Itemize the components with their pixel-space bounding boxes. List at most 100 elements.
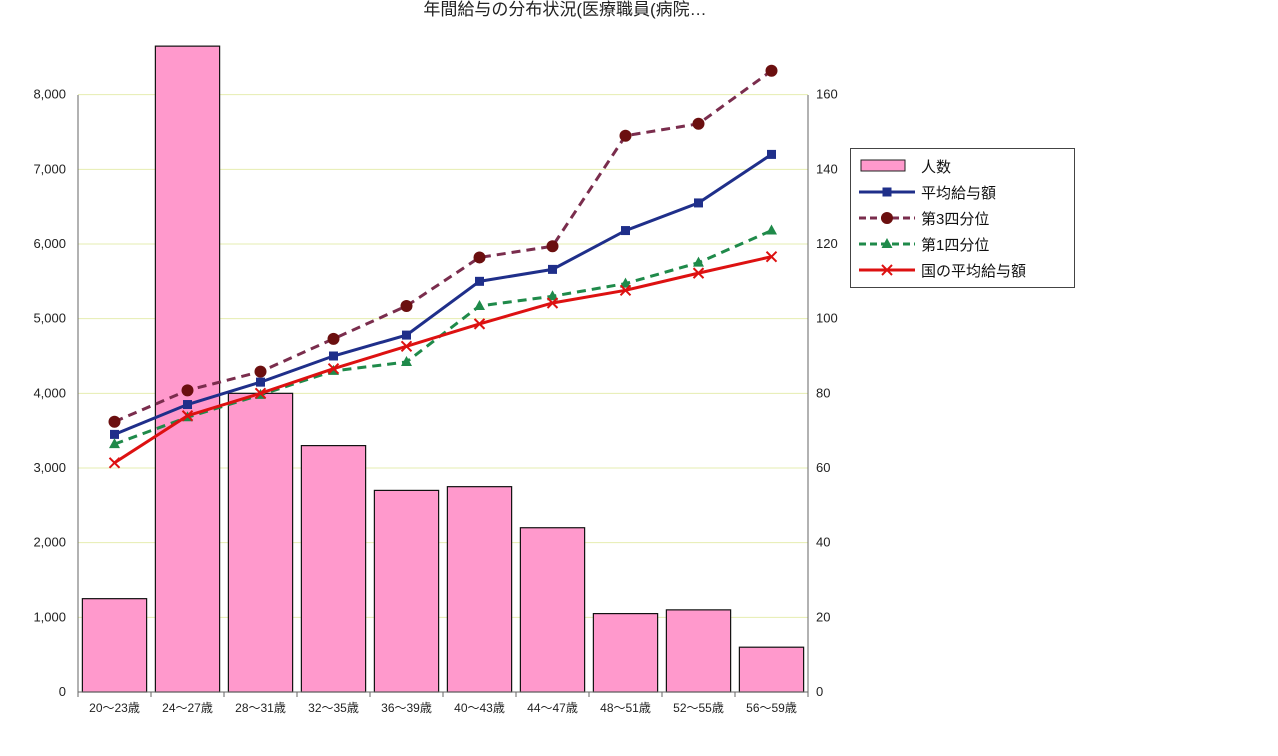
- series-point: [110, 429, 119, 439]
- legend-item-series-0: 平均給与額: [857, 179, 1068, 205]
- series-point: [329, 351, 338, 361]
- bar: [738, 646, 805, 693]
- right-tick-label: 40: [816, 535, 830, 550]
- right-tick-label: 20: [816, 609, 830, 624]
- series-point: [692, 267, 705, 279]
- legend-item-series-1: 第3四分位: [857, 205, 1068, 231]
- left-tick-label: 5,000: [33, 311, 66, 326]
- series-point: [765, 250, 778, 263]
- left-tick-label: 6,000: [33, 236, 66, 251]
- series-point: [474, 299, 485, 310]
- series-line: [113, 153, 773, 436]
- axis-layer: [77, 95, 809, 697]
- series-point: [400, 299, 413, 312]
- legend-bar-label: 人数: [921, 158, 952, 176]
- legend-item-series-2: 第1四分位: [857, 231, 1068, 257]
- series-point: [181, 410, 194, 422]
- series-point: [619, 284, 632, 297]
- series-point: [402, 330, 411, 340]
- series-point: [767, 149, 776, 159]
- legend-marker: [881, 238, 893, 248]
- series-point: [766, 224, 777, 235]
- bar-layer: [81, 45, 805, 693]
- left-tick-label: 0: [59, 684, 66, 699]
- legend-series-0-label: 平均給与額: [921, 184, 997, 202]
- x-category-label: 28～31歳: [235, 701, 286, 715]
- series-point: [401, 355, 412, 366]
- legend-series-1-swatch: [859, 212, 915, 224]
- left-tick-label: 2,000: [33, 535, 66, 550]
- bar: [592, 612, 659, 693]
- x-category-label: 52～55歳: [673, 701, 724, 715]
- left-tick-label: 7,000: [33, 161, 66, 176]
- x-category-label: 48～51歳: [600, 701, 651, 715]
- legend-item-bar: 人数: [857, 153, 1068, 179]
- series-point: [621, 226, 630, 236]
- right-tick-label: 80: [816, 385, 830, 400]
- series-point: [620, 277, 631, 288]
- series-point: [254, 365, 267, 378]
- series-point: [547, 290, 558, 301]
- series-point: [183, 400, 192, 410]
- legend-marker: [882, 187, 892, 197]
- series-point: [693, 256, 704, 267]
- bar: [154, 45, 221, 693]
- series-point: [546, 240, 559, 253]
- left-tick-label: 3,000: [33, 460, 66, 475]
- series-point: [475, 276, 484, 286]
- series-point: [473, 318, 486, 330]
- right-tick-label: 100: [816, 311, 838, 326]
- left-tick-label: 4,000: [33, 385, 66, 400]
- bar: [519, 527, 586, 693]
- series-point: [327, 332, 340, 345]
- bar: [373, 489, 440, 693]
- bar: [300, 445, 367, 693]
- x-category-label: 32～35歳: [308, 701, 359, 715]
- series-point: [181, 384, 194, 397]
- chart-title: 年間給与の分布状況(医療職員(病院…: [423, 0, 707, 19]
- bar: [81, 598, 148, 693]
- x-category-label: 20～23歳: [89, 701, 140, 715]
- series-point: [473, 251, 486, 264]
- legend-series-2-label: 第1四分位: [921, 236, 990, 254]
- series-point: [692, 117, 705, 130]
- series-point: [109, 438, 120, 449]
- right-tick-label: 0: [816, 684, 823, 699]
- legend-bar-swatch: [860, 159, 906, 172]
- right-tick-label: 160: [816, 87, 838, 102]
- label-layer: 0 1,000 2,000 3,000 4,000 5,000 6,000 7,000 8,00…: [33, 87, 837, 715]
- x-category-label: 36～39歳: [381, 701, 432, 715]
- legend-series-3-label: 国の平均給与額: [921, 262, 1027, 280]
- legend: 人数 平均給与額 第3四分位 第1四分位 国の平均給与額: [850, 148, 1075, 288]
- legend-item-series-3: 国の平均給与額: [857, 257, 1068, 283]
- series-point: [546, 297, 559, 309]
- right-tick-label: 120: [816, 236, 838, 251]
- legend-marker: [881, 264, 893, 276]
- x-category-label: 56～59歳: [746, 701, 797, 715]
- left-tick-label: 8,000: [33, 87, 66, 102]
- series-line: [113, 69, 773, 424]
- bar: [227, 392, 294, 693]
- x-category-label: 44～47歳: [527, 701, 578, 715]
- series-point: [619, 129, 632, 142]
- series-point: [254, 387, 267, 400]
- bar: [665, 609, 732, 693]
- series-point: [548, 264, 557, 274]
- left-tick-label: 1,000: [33, 609, 66, 624]
- line-layer: [108, 64, 778, 469]
- legend-series-2-swatch: [859, 238, 915, 248]
- series-point: [108, 457, 121, 469]
- series-point: [694, 198, 703, 208]
- right-tick-label: 60: [816, 460, 830, 475]
- right-tick-label: 140: [816, 161, 838, 176]
- legend-marker: [881, 212, 893, 224]
- legend-series-1-label: 第3四分位: [921, 210, 990, 228]
- series-point: [327, 362, 340, 375]
- series-line: [113, 255, 772, 465]
- series-point: [256, 377, 265, 387]
- legend-series-0-swatch: [859, 187, 915, 197]
- series-point: [765, 64, 778, 77]
- bar: [446, 486, 513, 693]
- legend-series-3-swatch: [859, 264, 915, 276]
